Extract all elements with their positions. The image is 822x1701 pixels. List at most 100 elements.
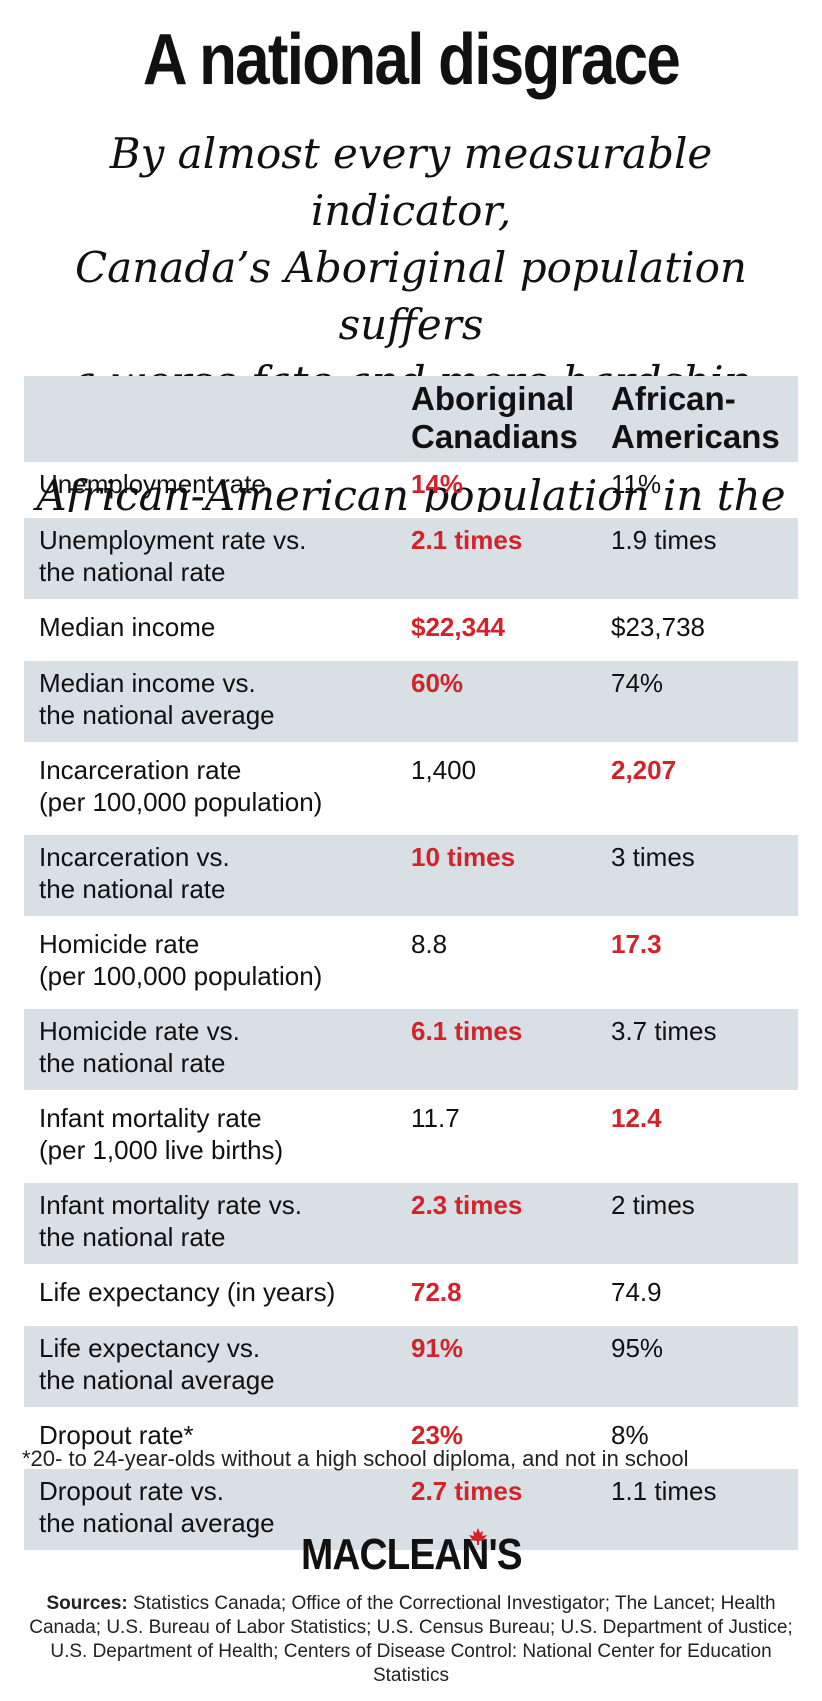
table-row: Dropout rate* 23% 8% xyxy=(24,1413,798,1463)
value-african-american: 95% xyxy=(598,1326,798,1407)
row-label: Dropout rate* xyxy=(24,1413,398,1463)
value-african-american: 3 times xyxy=(598,835,798,916)
row-label-line: Median income vs. xyxy=(39,668,256,698)
row-label: Incarceration vs. the national rate xyxy=(24,835,398,916)
row-separator-cell xyxy=(24,1177,798,1183)
table-row: Incarceration vs. the national rate 10 tim… xyxy=(24,835,798,916)
value-african-american: 8% xyxy=(611,1420,649,1450)
macleans-logo: MACLEAN'S xyxy=(0,1530,822,1580)
footnote: *20- to 24-year-olds without a high scho… xyxy=(22,1446,689,1471)
table-row: Unemployment rate 14% 11% xyxy=(24,462,798,512)
value-aboriginal: 2.1 times xyxy=(398,518,598,599)
column-header-african: African- Americans xyxy=(598,376,798,462)
row-label-line: Life expectancy vs. xyxy=(39,1333,261,1363)
value-aboriginal: 60% xyxy=(398,661,598,742)
row-separator-cell xyxy=(24,1463,798,1469)
row-label: Unemployment rate xyxy=(24,462,398,512)
row-label-line: the national rate xyxy=(39,874,226,904)
value-african-american: $23,738 xyxy=(611,612,705,642)
value-african-american: 74.9 xyxy=(611,1277,662,1307)
row-label-line: Incarceration vs. xyxy=(39,842,230,872)
table-row: Infant mortality rate (per 1,000 live bir… xyxy=(24,1096,798,1177)
value-african-american: 3.7 times xyxy=(598,1009,798,1090)
maple-leaf-icon xyxy=(469,1528,487,1545)
subtitle-line: Canada’s Aboriginal population suffers xyxy=(75,243,747,349)
row-label-line: Unemployment rate vs. xyxy=(39,525,307,555)
row-label-line: Life expectancy (in years) xyxy=(39,1277,336,1307)
value-aboriginal: 11.7 xyxy=(411,1103,460,1133)
row-label-line: the national rate xyxy=(39,1048,226,1078)
row-label-line: Infant mortality rate vs. xyxy=(39,1190,302,1220)
table-row: Homicide rate (per 100,000 population) 8.8… xyxy=(24,922,798,1003)
subtitle-line: By almost every measurable indicator, xyxy=(109,129,713,235)
table-body: Unemployment rate 14% 11% Unemployment rate… xyxy=(24,462,798,1550)
value-african-american: 1.9 times xyxy=(598,518,798,599)
row-label: Incarceration rate (per 100,000 populatio… xyxy=(24,748,398,829)
row-label: Infant mortality rate (per 1,000 live bir… xyxy=(24,1096,398,1177)
row-separator-cell xyxy=(24,916,798,922)
row-separator-cell xyxy=(24,742,798,748)
row-separator-cell xyxy=(24,655,798,661)
row-separator xyxy=(24,599,798,605)
value-aboriginal: 23% xyxy=(411,1420,464,1450)
row-label: Infant mortality rate vs. the national ra… xyxy=(24,1183,398,1264)
sources-text: Statistics Canada; Office of the Correct… xyxy=(29,1593,793,1686)
column-header-aboriginal: Aboriginal Canadians xyxy=(398,376,598,462)
row-separator-cell xyxy=(24,1407,798,1413)
table-row: Incarceration rate (per 100,000 populatio… xyxy=(24,748,798,829)
table-row: Median income $22,344 $23,738 xyxy=(24,605,798,655)
row-separator xyxy=(24,512,798,518)
table-row: Life expectancy vs. the national average 9… xyxy=(24,1326,798,1407)
row-label: Unemployment rate vs. the national rate xyxy=(24,518,398,599)
row-label-line: Dropout rate* xyxy=(39,1420,194,1450)
value-african-american: 74% xyxy=(598,661,798,742)
row-label-line: the national average xyxy=(39,1365,275,1395)
page-title: A national disgrace xyxy=(142,20,681,100)
row-separator-cell xyxy=(24,829,798,835)
column-header-line: African- xyxy=(611,380,736,417)
table-row: Dropout rate vs. the national average 2.7 … xyxy=(24,1469,798,1550)
row-separator xyxy=(24,655,798,661)
row-label: Homicide rate (per 100,000 population) xyxy=(24,922,398,1003)
row-label-line: the national average xyxy=(39,1508,275,1538)
table-row: Life expectancy (in years) 72.8 74.9 xyxy=(24,1270,798,1320)
row-separator-cell xyxy=(24,1264,798,1270)
comparison-table: Aboriginal Canadians African- Americans … xyxy=(24,376,798,1550)
value-african-american: 12.4 xyxy=(611,1103,662,1133)
value-african-american: 2 times xyxy=(598,1183,798,1264)
row-label-line: the national rate xyxy=(39,1222,226,1252)
row-separator xyxy=(24,1264,798,1270)
table-row: Infant mortality rate vs. the national ra… xyxy=(24,1183,798,1264)
row-separator xyxy=(24,1090,798,1096)
row-separator-cell xyxy=(24,1003,798,1009)
row-label-line: Infant mortality rate xyxy=(39,1103,262,1133)
row-separator xyxy=(24,1177,798,1183)
sources-label: Sources: xyxy=(46,1593,128,1614)
column-header-line: Canadians xyxy=(411,418,578,455)
row-label: Dropout rate vs. the national average xyxy=(24,1469,398,1550)
row-separator xyxy=(24,1463,798,1469)
row-label-line: Homicide rate vs. xyxy=(39,1016,240,1046)
row-separator-cell xyxy=(24,599,798,605)
row-label-line: the national average xyxy=(39,700,275,730)
row-label-line: Unemployment rate xyxy=(39,469,266,499)
value-aboriginal: 2.7 times xyxy=(398,1469,598,1550)
row-label: Homicide rate vs. the national rate xyxy=(24,1009,398,1090)
logo-wordmark: MACLEAN'S xyxy=(300,1530,523,1579)
table-row: Unemployment rate vs. the national rate 2.… xyxy=(24,518,798,599)
value-aboriginal: $22,344 xyxy=(411,612,505,642)
row-separator xyxy=(24,829,798,835)
header-blank xyxy=(24,376,398,462)
row-label-line: (per 100,000 population) xyxy=(39,787,323,817)
value-aboriginal: 8.8 xyxy=(411,929,448,959)
table-header-row: Aboriginal Canadians African- Americans xyxy=(24,376,798,462)
row-separator-cell xyxy=(24,1320,798,1326)
row-label-line: the national rate xyxy=(39,557,226,587)
sources: Sources: Statistics Canada; Office of th… xyxy=(20,1592,802,1688)
value-african-american: 17.3 xyxy=(611,929,662,959)
row-label: Median income vs. the national average xyxy=(24,661,398,742)
table-row: Homicide rate vs. the national rate 6.1 ti… xyxy=(24,1009,798,1090)
value-aboriginal: 1,400 xyxy=(411,755,477,785)
value-aboriginal: 72.8 xyxy=(411,1277,462,1307)
table-row: Median income vs. the national average 60%… xyxy=(24,661,798,742)
